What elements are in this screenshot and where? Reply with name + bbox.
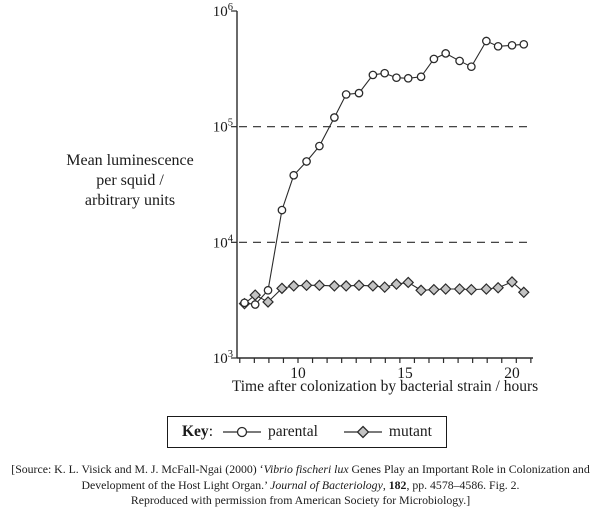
source-text: Development of the Host Light Organ.’ <box>81 477 271 492</box>
source-italic-title: Vibrio fischeri lux <box>263 462 349 476</box>
mutant-point <box>249 289 262 301</box>
parental-point <box>467 62 476 72</box>
mutant-point <box>262 296 274 308</box>
key-title-colon: : <box>208 423 213 440</box>
parental-point <box>455 56 464 66</box>
mutant-point <box>340 280 353 292</box>
source-text: , pp. 4578–4586. Fig. 2. <box>406 477 520 492</box>
parental-line <box>244 40 524 306</box>
source-citation: [Source: K. L. Visick and M. J. McFall-N… <box>0 462 601 509</box>
y-axis-title-line1: Mean luminescence <box>66 152 194 169</box>
source-line1: [Source: K. L. Visick and M. J. McFall-N… <box>0 462 601 478</box>
source-journal-name: Journal of Bacteriology <box>270 477 383 492</box>
parental-point <box>341 90 351 99</box>
legend-key-box: Key: parental mutant <box>167 416 447 448</box>
x-tick-label: 15 <box>397 365 413 382</box>
key-label-parental: parental <box>268 423 318 440</box>
parental-point <box>392 73 401 83</box>
parental-point <box>481 36 491 46</box>
mutant-point <box>465 283 478 296</box>
mutant-point <box>428 283 440 296</box>
parental-point <box>368 70 378 80</box>
mutant-marker-icon <box>343 425 382 439</box>
parental-point <box>289 170 299 180</box>
key-label-mutant: mutant <box>388 423 432 440</box>
mutant-point <box>439 283 452 295</box>
parental-point <box>493 41 503 51</box>
source-line3: Reproduced with permission from American… <box>0 493 601 509</box>
mutant-point <box>353 279 365 292</box>
y-tick-label: 106 <box>213 2 233 20</box>
parental-point <box>403 73 413 83</box>
parental-point <box>380 68 390 78</box>
parental-point <box>263 285 273 295</box>
mutant-point <box>415 284 427 297</box>
parental-point <box>302 157 311 166</box>
key-title-word: Key <box>182 423 209 440</box>
source-volume-number: 182 <box>388 477 407 492</box>
mutant-point <box>276 282 288 295</box>
parental-point <box>354 88 364 98</box>
mutant-point <box>453 283 466 295</box>
key-title: Key: <box>182 423 213 441</box>
y-tick-label: 105 <box>213 118 233 136</box>
mutant-point <box>300 279 313 292</box>
parental-point <box>250 300 260 309</box>
y-tick-label: 104 <box>213 233 234 251</box>
y-axis-title-line2: per squid / <box>96 172 164 189</box>
parental-point <box>315 141 324 151</box>
source-text: , <box>382 477 389 492</box>
mutant-point <box>492 281 504 294</box>
parental-point <box>429 54 439 64</box>
parental-point <box>507 40 517 50</box>
chart-svg: 103 104 105 106 10 15 20 <box>213 2 533 382</box>
x-axis-title: Time after colonization by bacterial str… <box>231 378 539 395</box>
parental-point <box>519 39 529 49</box>
mutant-point <box>402 276 415 289</box>
x-tick-label: 10 <box>290 365 306 382</box>
parental-point <box>330 113 339 122</box>
mutant-point <box>313 279 326 292</box>
mutant-point <box>390 278 403 290</box>
source-line2: Development of the Host Light Organ.’ Jo… <box>0 478 601 494</box>
y-tick-label: 103 <box>213 349 233 367</box>
mutant-point <box>328 280 341 292</box>
y-axis-title-line3: arbitrary units <box>84 192 176 209</box>
parental-point <box>240 298 249 308</box>
parental-point <box>277 205 287 215</box>
source-text: [Source: K. L. Visick and M. J. McFall-N… <box>11 462 264 476</box>
x-tick-label: 20 <box>504 365 520 382</box>
source-text: Reproduced with permission from American… <box>130 493 471 507</box>
parental-point <box>416 72 426 82</box>
mutant-point <box>378 281 391 293</box>
mutant-point <box>480 283 493 295</box>
y-axis-title: Mean luminescence per squid / arbitrary … <box>30 151 230 211</box>
mutant-point <box>506 276 518 288</box>
mutant-point <box>287 280 300 292</box>
parental-marker-icon <box>223 426 261 438</box>
parental-point <box>441 49 451 58</box>
mutant-point <box>517 286 530 299</box>
mutant-point <box>367 280 379 292</box>
source-text: Genes Play an Important Role in Coloniza… <box>348 462 590 476</box>
